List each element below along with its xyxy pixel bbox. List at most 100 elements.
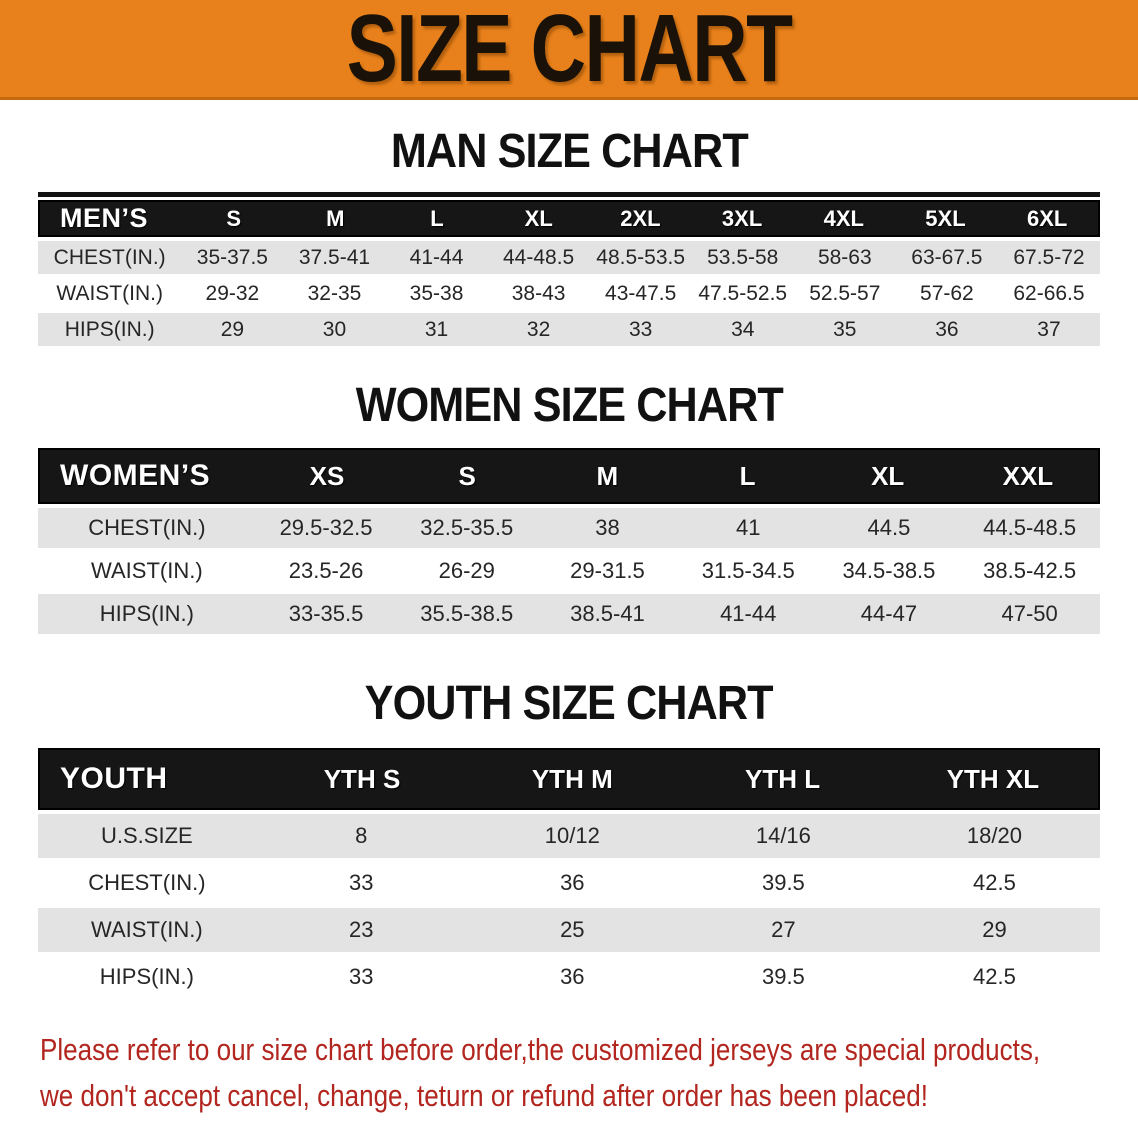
women-cell-0-4: 44.5 <box>867 515 911 540</box>
footer-line-2: we don't accept cancel, change, teturn o… <box>40 1078 929 1113</box>
youth-cell-3-3: 42.5 <box>973 964 1016 989</box>
men-column-header-6: 4XL <box>823 205 864 231</box>
men-column-header-8: 6XL <box>1026 205 1068 231</box>
women-cell-2-5: 47-50 <box>1001 601 1058 626</box>
men-table-row-1: WAIST(IN.) 29-32 32-35 35-38 38-43 43-47.5 47.… <box>38 277 1100 310</box>
men-row-label-2: HIPS(IN.) <box>64 317 155 341</box>
youth-row-label-0: U.S.SIZE <box>101 823 193 848</box>
men-cell-0-5: 53.5-58 <box>707 245 779 269</box>
youth-cell-2-1: 25 <box>560 917 585 942</box>
youth-cell-0-3: 18/20 <box>966 823 1022 848</box>
youth-cell-1-0: 33 <box>348 870 374 895</box>
men-cell-0-4: 48.5-53.5 <box>596 245 686 269</box>
women-cell-1-2: 29-31.5 <box>570 558 645 583</box>
footer-line-1: Please refer to our size chart before or… <box>40 1032 1041 1067</box>
women-table-row-0: CHEST(IN.) 29.5-32.5 32.5-35.5 38 41 44.5 44.5… <box>38 508 1100 548</box>
men-column-header-3: XL <box>524 205 553 231</box>
women-cell-2-1: 35.5-38.5 <box>420 601 514 626</box>
size-chart-banner: SIZE CHART <box>0 0 1138 102</box>
women-table-label: WOMEN’S <box>60 459 211 492</box>
youth-table-row-1: CHEST(IN.) 33 36 39.5 42.5 <box>38 861 1100 905</box>
women-cell-0-1: 32.5-35.5 <box>420 515 514 540</box>
youth-cell-2-2: 27 <box>771 917 796 942</box>
men-cell-1-3: 38-43 <box>511 281 566 305</box>
women-cell-2-4: 44-47 <box>860 601 918 626</box>
men-cell-2-7: 36 <box>935 317 959 341</box>
men-column-header-4: 2XL <box>620 205 661 231</box>
men-cell-0-1: 37.5-41 <box>298 245 371 269</box>
men-cell-0-0: 35-37.5 <box>196 245 268 269</box>
men-cell-1-6: 52.5-57 <box>809 281 881 305</box>
banner-title: SIZE CHART <box>346 0 793 102</box>
men-cell-0-8: 67.5-72 <box>1013 245 1085 269</box>
women-row-label-2: HIPS(IN.) <box>99 601 194 626</box>
youth-cell-3-1: 36 <box>560 964 585 989</box>
women-row-label-0: CHEST(IN.) <box>88 515 206 540</box>
men-heading-text: MAN SIZE CHART <box>390 125 749 178</box>
women-cell-2-3: 41-44 <box>720 601 777 626</box>
men-cell-1-1: 32-35 <box>307 281 362 305</box>
youth-row-label-2: WAIST(IN.) <box>91 917 203 942</box>
women-cell-1-5: 38.5-42.5 <box>983 558 1077 583</box>
youth-cell-2-0: 23 <box>348 917 374 942</box>
youth-column-header-1: YTH M <box>531 763 613 794</box>
women-column-header-0: XS <box>309 460 345 491</box>
youth-column-header-2: YTH L <box>745 763 821 794</box>
youth-row-label-1: CHEST(IN.) <box>88 870 206 895</box>
youth-section-heading: YOUTH SIZE CHART <box>0 674 1138 734</box>
footer-disclaimer: Please refer to our size chart before or… <box>40 1027 1098 1119</box>
youth-size-table: YOUTH YTH S YTH M YTH L YTH XL U.S.SIZE 8 10/12… <box>38 748 1100 999</box>
men-table-header: MEN’S S M L XL 2XL 3XL 4XL 5XL 6XL <box>38 200 1100 237</box>
women-cell-1-4: 34.5-38.5 <box>842 558 936 583</box>
men-cell-2-6: 35 <box>833 317 857 341</box>
youth-column-header-0: YTH S <box>323 763 401 794</box>
women-cell-2-2: 38.5-41 <box>570 601 645 626</box>
men-row-label-1: WAIST(IN.) <box>56 281 163 305</box>
women-cell-1-0: 23.5-26 <box>288 558 364 583</box>
men-cell-2-5: 34 <box>731 317 755 341</box>
women-table-row-2: HIPS(IN.) 33-35.5 35.5-38.5 38.5-41 41-44 44-… <box>38 594 1100 634</box>
men-cell-1-8: 62-66.5 <box>1013 281 1085 305</box>
men-column-header-7: 5XL <box>925 205 966 231</box>
youth-table-row-0: U.S.SIZE 8 10/12 14/16 18/20 <box>38 814 1100 858</box>
youth-cell-3-2: 39.5 <box>761 964 805 989</box>
men-column-header-0: S <box>226 205 241 231</box>
men-section: MAN SIZE CHART MEN’S S M L XL 2XL 3XL 4XL 5XL 6XL… <box>0 122 1138 346</box>
women-cell-2-0: 33-35.5 <box>288 601 364 626</box>
men-table-topline <box>38 192 1100 197</box>
men-cell-1-5: 47.5-52.5 <box>698 281 788 305</box>
women-cell-1-1: 26-29 <box>438 558 495 583</box>
youth-column-header-3: YTH XL <box>946 763 1040 794</box>
women-section-heading: WOMEN SIZE CHART <box>0 376 1138 436</box>
men-column-header-5: 3XL <box>721 205 763 231</box>
youth-table-row-3: HIPS(IN.) 33 36 39.5 42.5 <box>38 955 1100 999</box>
women-column-header-2: M <box>596 460 619 491</box>
youth-heading-text: YOUTH SIZE CHART <box>364 677 774 730</box>
youth-cell-1-2: 39.5 <box>761 870 805 895</box>
men-cell-1-7: 57-62 <box>920 281 974 305</box>
youth-row-label-3: HIPS(IN.) <box>99 964 194 989</box>
youth-cell-2-3: 29 <box>982 917 1007 942</box>
youth-table-row-2: WAIST(IN.) 23 25 27 29 <box>38 908 1100 952</box>
men-table-row-2: HIPS(IN.) 29 30 31 32 33 34 35 36 37 <box>38 313 1100 346</box>
women-column-header-4: XL <box>871 460 905 491</box>
women-section: WOMEN SIZE CHART WOMEN’S XS S M L XL XXL CHEST(… <box>0 376 1138 634</box>
youth-table-label: YOUTH <box>60 762 168 795</box>
men-cell-0-3: 44-48.5 <box>502 245 575 269</box>
men-column-header-2: L <box>430 205 444 231</box>
women-column-header-5: XXL <box>1002 460 1054 491</box>
men-column-header-1: M <box>326 205 345 231</box>
men-cell-2-0: 29 <box>220 317 245 341</box>
youth-cell-0-1: 10/12 <box>544 823 600 848</box>
women-column-header-1: S <box>458 460 476 491</box>
men-cell-0-6: 58-63 <box>817 245 872 269</box>
womens-size-table: WOMEN’S XS S M L XL XXL CHEST(IN.) 29.5-32.5 32.5… <box>38 448 1100 634</box>
men-cell-2-3: 32 <box>526 317 551 341</box>
youth-table-header: YOUTH YTH S YTH M YTH L YTH XL <box>38 748 1100 810</box>
youth-cell-1-3: 42.5 <box>973 870 1016 895</box>
women-row-label-1: WAIST(IN.) <box>91 558 203 583</box>
women-cell-0-2: 38 <box>595 515 620 540</box>
youth-cell-0-0: 8 <box>355 823 368 848</box>
women-column-header-3: L <box>739 460 756 491</box>
men-cell-1-4: 43-47.5 <box>605 281 677 305</box>
